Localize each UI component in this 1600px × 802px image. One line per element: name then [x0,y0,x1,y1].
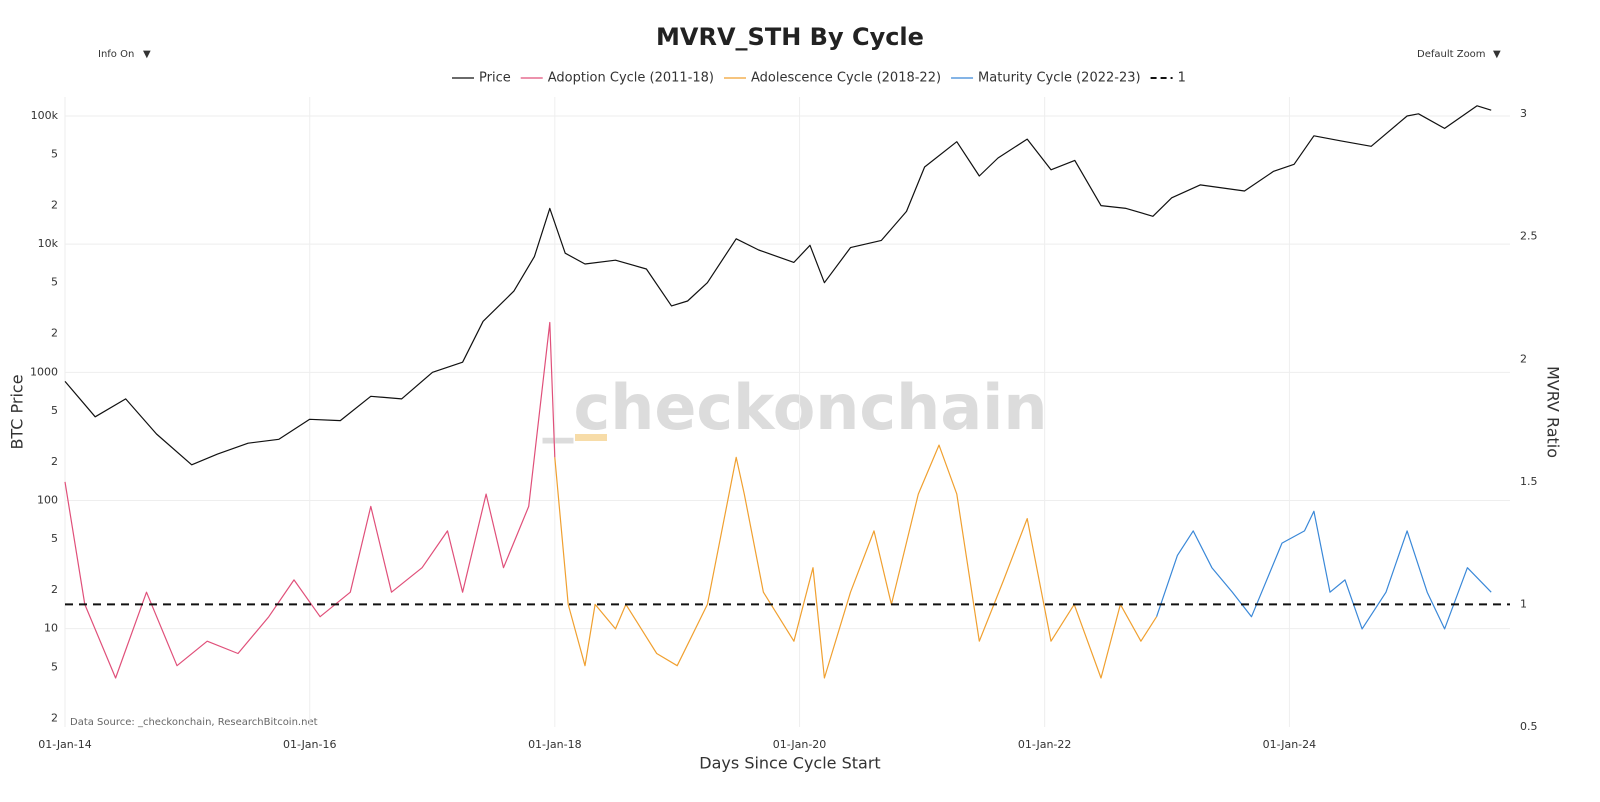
watermark-accent [575,434,607,441]
y-tick-label: 2 [51,455,58,468]
legend-label: Adolescence Cycle (2018-22) [751,71,941,86]
source-note: Data Source: _checkonchain, ResearchBitc… [70,717,318,728]
y-tick-label: 10k [38,237,59,250]
x-tick-label: 01-Jan-24 [1263,738,1317,751]
button-caret[interactable]: ▼ [1493,49,1501,60]
legend-label: 1 [1178,71,1186,86]
legend-item: Price [452,71,511,86]
legend-label: Adoption Cycle (2011-18) [548,71,714,86]
y2-tick-label: 2.5 [1520,230,1538,243]
button-label[interactable]: Info On [98,49,134,60]
x-tick-label: 01-Jan-20 [773,738,827,751]
y2-tick-label: 3 [1520,107,1527,120]
series-line [1156,510,1492,630]
y-tick-label: 5 [51,404,58,417]
chart-title: MVRV_STH By Cycle [656,23,924,51]
y-tick-label: 100k [31,109,59,122]
y2-axis-title: MVRV Ratio [1544,366,1563,458]
y-tick-label: 5 [51,276,58,289]
y-tick-label: 1000 [30,365,58,378]
x-axis-title: Days Since Cycle Start [699,754,880,773]
y-tick-label: 5 [51,532,58,545]
y-tick-label: 2 [51,199,58,212]
legend-item: Maturity Cycle (2022-23) [951,71,1141,86]
x-tick-label: 01-Jan-14 [38,738,92,751]
x-tick-label: 01-Jan-22 [1018,738,1072,751]
y2-tick-label: 1 [1520,597,1527,610]
button-label[interactable]: Default Zoom [1417,49,1486,60]
x-tick-label: 01-Jan-18 [528,738,582,751]
legend-item: Adolescence Cycle (2018-22) [724,71,941,86]
button-bg[interactable] [90,44,156,62]
y2-tick-label: 2 [1520,352,1527,365]
zoom-button[interactable]: Default Zoom ▼ [1410,44,1506,62]
y-tick-label: 100 [37,494,58,507]
y-tick-label: 2 [51,327,58,340]
y-tick-label: 5 [51,148,58,161]
series-line [64,321,556,679]
x-tick-label: 01-Jan-16 [283,738,337,751]
button-caret[interactable]: ▼ [143,49,151,60]
y-tick-label: 5 [51,660,58,673]
button-bg[interactable] [1410,44,1506,62]
legend-label: Price [479,71,511,86]
y-tick-label: 10 [44,622,58,635]
y-axis-title: BTC Price [8,374,27,449]
watermark: _checkonchain [542,371,1047,444]
info-button[interactable]: Info On ▼ [90,44,156,62]
legend-label: Maturity Cycle (2022-23) [978,71,1141,86]
series-line [554,444,1158,679]
y2-tick-label: 0.5 [1520,720,1538,733]
y-tick-label: 2 [51,583,58,596]
y2-tick-label: 1.5 [1520,475,1538,488]
legend-item: Adoption Cycle (2011-18) [520,71,714,86]
y-tick-label: 2 [51,711,58,724]
series-line [64,105,1492,466]
legend-item: 1 [1150,71,1186,86]
